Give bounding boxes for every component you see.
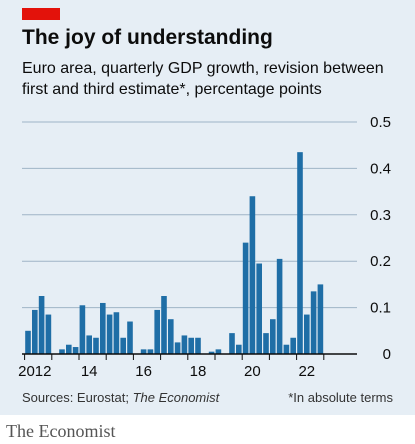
bar-2019-q3 xyxy=(229,333,235,354)
chart-subtitle: Euro area, quarterly GDP growth, revisio… xyxy=(22,60,384,98)
bar-2022-q2 xyxy=(304,314,310,354)
bar-2018-q1 xyxy=(188,337,194,354)
bar-2014-q4 xyxy=(100,302,106,354)
bar-2014-q2 xyxy=(86,335,92,354)
y-tick-label: 0.2 xyxy=(370,253,391,270)
chart-title: The joy of understanding xyxy=(22,26,273,49)
bar-2018-q2 xyxy=(195,337,201,354)
bar-2013-q4 xyxy=(72,347,79,354)
y-tick-label: 0.1 xyxy=(370,300,391,317)
bar-2018-q4 xyxy=(208,351,215,354)
bar-2017-q2 xyxy=(168,319,174,354)
bar-2014-q3 xyxy=(93,337,99,354)
bar-2013-q3 xyxy=(66,344,72,354)
x-tick-label: 2012 xyxy=(18,363,51,380)
source-note: Sources: Eurostat; The Economist xyxy=(22,390,220,405)
bar-2020-q4 xyxy=(263,333,269,354)
x-tick-label: 14 xyxy=(81,363,98,380)
bar-2012-q2 xyxy=(32,309,38,354)
bar-2015-q3 xyxy=(120,337,126,354)
x-tick-label: 20 xyxy=(244,363,261,380)
x-tick-label: 22 xyxy=(298,363,315,380)
bar-2020-q2 xyxy=(249,196,256,354)
bar-2022-q1 xyxy=(297,152,303,354)
bar-2017-q1 xyxy=(161,296,167,354)
bar-2012-q3 xyxy=(38,296,45,354)
y-tick-label: 0.5 xyxy=(370,114,391,131)
bar-2021-q4 xyxy=(290,337,296,354)
footnote: *In absolute terms xyxy=(288,390,393,405)
bar-2021-q2 xyxy=(276,258,283,354)
bar-2014-q1 xyxy=(79,305,86,354)
brand-accent-tag xyxy=(22,8,60,20)
bar-2022-q3 xyxy=(310,291,317,354)
bar-2020-q3 xyxy=(256,263,262,354)
bar-2013-q2 xyxy=(59,349,65,354)
bar-2012-q1 xyxy=(25,330,31,354)
bar-2019-q4 xyxy=(236,344,242,354)
y-tick-label: 0.4 xyxy=(370,160,391,177)
x-tick-label: 16 xyxy=(135,363,152,380)
bar-2016-q3 xyxy=(147,349,154,354)
y-tick-label: 0 xyxy=(383,346,391,363)
bar-2016-q4 xyxy=(154,309,160,354)
bar-2017-q3 xyxy=(174,342,181,354)
bar-2019-q1 xyxy=(215,349,222,354)
bar-2022-q4 xyxy=(317,284,324,354)
bar-2020-q1 xyxy=(242,242,249,354)
bar-2015-q2 xyxy=(113,312,120,354)
bar-2021-q1 xyxy=(270,319,276,354)
publisher-brand: The Economist xyxy=(6,421,116,441)
bar-2016-q2 xyxy=(140,349,147,354)
bar-2012-q4 xyxy=(45,314,52,354)
y-tick-label: 0.3 xyxy=(370,207,391,224)
bar-2015-q4 xyxy=(127,321,133,354)
bar-chart: 0 0.1 0.2 0.3 0.4 0.5 2012 14 16 18 20 22 xyxy=(18,114,391,380)
bar-2021-q3 xyxy=(283,344,290,354)
bar-2015-q1 xyxy=(106,314,113,354)
x-tick-label: 18 xyxy=(190,363,207,380)
bar-2017-q4 xyxy=(181,335,188,354)
